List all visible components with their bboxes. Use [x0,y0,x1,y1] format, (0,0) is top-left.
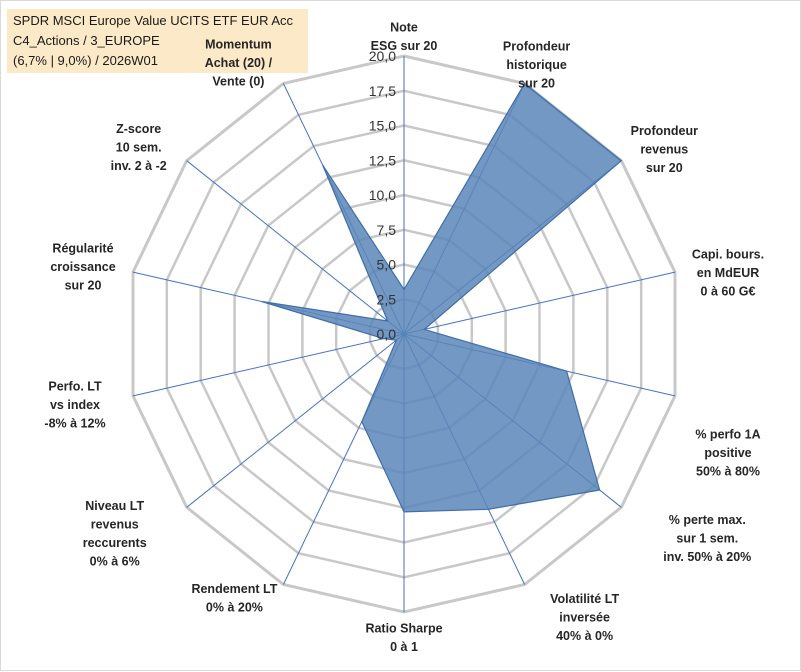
axis-label: 0 à 1 [390,640,418,654]
axis-label: Ratio Sharpe [365,622,442,636]
title-box: SPDR MSCI Europe Value UCITS ETF EUR Acc… [7,9,308,73]
tick-label: 0,0 [377,326,397,342]
axis-label: sur 1 sem. [676,531,738,545]
axis-label: 0% à 20% [206,601,263,615]
tick-label: 12,5 [369,152,396,168]
tick-label: 17,5 [369,83,396,99]
axis-label: Régularité [52,242,113,256]
axis-label: Z-score [116,122,161,136]
axis-label: 50% à 80% [696,464,760,478]
axis-label: sur 20 [65,279,102,293]
axis-label: Momentum [205,38,272,52]
axis-spoke [132,333,405,397]
axis-label: Niveau LT [85,499,144,513]
axis-label: Profondeur [631,124,698,138]
axis-label: en MdEUR [697,266,760,280]
axis-label: 0% à 6% [90,554,140,568]
tick-label: 10,0 [369,187,396,203]
axis-label: Vente (0) [212,75,264,89]
axis-label: sur 20 [646,161,683,175]
axis-label: historique [506,58,566,72]
axis-label: Rendement LT [191,582,277,596]
axis-label: revenus [640,143,688,157]
axis-spoke [403,271,676,335]
radar-axis-labels: Note ESG sur 20 Profondeur historique sur 20… [44,21,764,655]
axis-label: Volatilité LT [550,592,619,606]
tick-label: 15,0 [369,118,396,134]
tick-label: 2,5 [377,291,397,307]
axis-label: Achat (20) / [205,56,273,70]
axis-label: 40% à 0% [556,629,613,643]
chart-title-line-3: (6,7% | 9,0%) / 2026W01 [13,53,159,68]
tick-label: 20,0 [369,48,396,64]
axis-spoke [186,333,405,508]
axis-label: Note [390,21,418,35]
axis-label: -8% à 12% [44,416,105,430]
axis-label: ESG sur 20 [371,39,438,53]
axis-label: reccurents [83,536,147,550]
chart-title-line-1: SPDR MSCI Europe Value UCITS ETF EUR Acc [13,13,294,28]
axis-label: % perfo 1A [695,427,760,441]
chart-title-line-2: C4_Actions / 3_EUROPE [13,33,160,48]
radar-series [261,82,623,513]
axis-label: sur 20 [518,77,555,91]
tick-label: 5,0 [377,257,397,273]
radar-tick-labels: 0,0 2,5 5,0 7,5 10,0 12,5 15,0 17,5 20,0 [369,48,396,342]
axis-label: inv. 50% à 20% [663,550,751,564]
axis-label: inversée [559,611,610,625]
axis-label: 10 sem. [116,141,162,155]
axis-label: 0 à 60 G€ [701,285,756,299]
axis-label: positive [704,446,751,460]
axis-label: vs index [50,398,100,412]
axis-label: revenus [91,517,139,531]
series-area [261,82,623,513]
tick-label: 7,5 [377,222,397,238]
axis-label: inv. 2 à -2 [111,159,167,173]
axis-label: Profondeur [503,40,570,54]
axis-label: % perte max. [669,513,746,527]
axis-spoke [186,160,405,335]
axis-label: croissance [50,260,115,274]
axis-label: Capi. bours. [692,248,764,262]
axis-label: Perfo. LT [48,379,102,393]
